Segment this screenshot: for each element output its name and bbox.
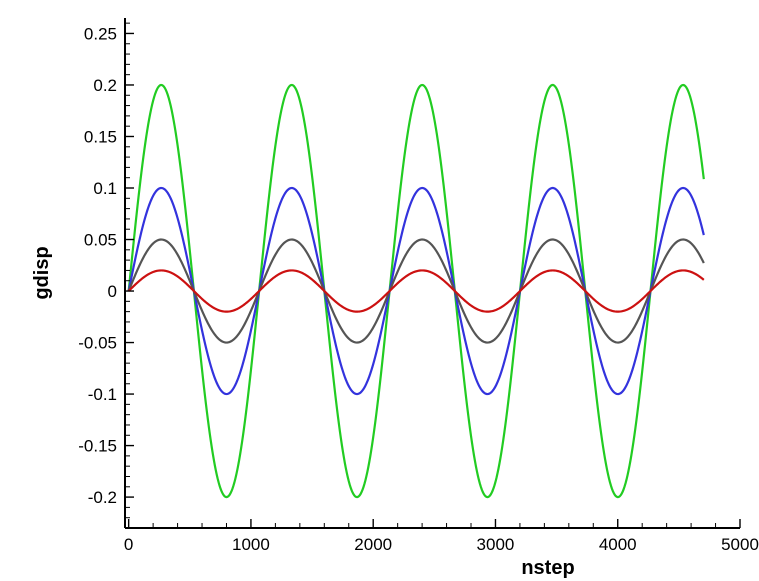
y-tick-label: 0: [108, 282, 117, 301]
y-tick-label: 0.1: [93, 179, 117, 198]
x-axis-title: nstep: [521, 557, 574, 579]
y-axis-title: gdisp: [31, 246, 53, 299]
series-layer: [127, 83, 705, 499]
y-tick-label: 0.05: [84, 231, 117, 250]
series-line-4: [127, 269, 705, 313]
x-tick-label: 3000: [477, 535, 515, 554]
y-tick-label: 0.15: [84, 127, 117, 146]
x-tick-label: 2000: [354, 535, 392, 554]
y-tick-label: 0.2: [93, 76, 117, 95]
x-tick-label: 4000: [599, 535, 637, 554]
y-tick-label: -0.2: [88, 488, 117, 507]
y-tick-label: -0.15: [78, 437, 117, 456]
x-tick-label: 0: [124, 535, 133, 554]
x-tick-label: 5000: [721, 535, 759, 554]
series-line-3: [127, 238, 705, 344]
series-line-1: [127, 83, 705, 499]
y-tick-label: 0.25: [84, 24, 117, 43]
y-tick-label: -0.05: [78, 334, 117, 353]
series-line-2: [127, 186, 705, 396]
x-tick-label: 1000: [232, 535, 270, 554]
y-tick-label: -0.1: [88, 385, 117, 404]
axes-layer: 0 1000 2000 3000 4000 5000 0.25 0.2 0.15 0.1 0.05 0…: [78, 18, 759, 554]
